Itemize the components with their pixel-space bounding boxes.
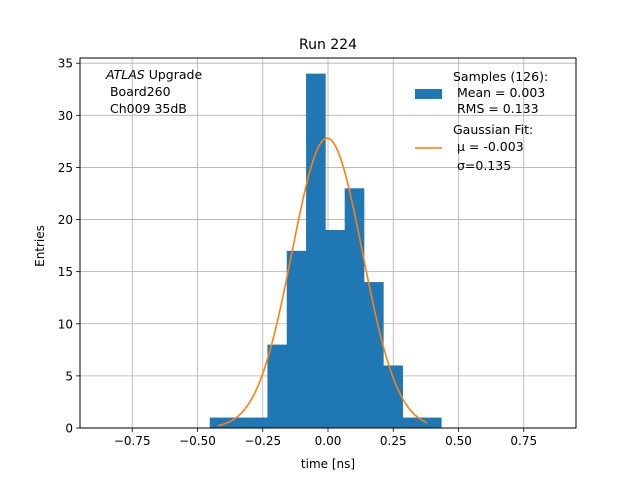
y-tick-label: 20 [58, 213, 73, 227]
y-tick-label: 30 [58, 109, 73, 123]
histogram-bar [209, 417, 230, 428]
histogram-bars [209, 73, 442, 429]
gaussian-fit-curve [218, 137, 428, 427]
histogram-bar [383, 365, 403, 428]
histogram-bar [402, 417, 423, 428]
y-tick-label: 15 [58, 265, 73, 279]
y-tick-label: 5 [65, 369, 73, 383]
x-tick-label: 0.50 [445, 434, 472, 448]
x-tick-label: −0.25 [244, 434, 281, 448]
histogram-bar [267, 344, 288, 428]
atlas-annotation: ATLAS Upgrade Board260 Ch009 35dB [105, 67, 202, 116]
atlas-italic-label: ATLAS [105, 67, 145, 82]
legend-fit-line3: σ=0.135 [453, 158, 511, 173]
y-tick-label: 25 [58, 161, 73, 175]
legend-samples-line2: Mean = 0.003 [453, 85, 545, 100]
legend-patch-samples [415, 89, 442, 99]
histogram-bar [364, 282, 384, 428]
x-axis-label: time [ns] [301, 457, 355, 471]
svg-text:ATLAS Upgrade: ATLAS Upgrade [105, 67, 202, 82]
channel-label: Ch009 35dB [106, 101, 187, 116]
board-label: Board260 [106, 84, 171, 99]
histogram-bar [286, 250, 307, 428]
legend-samples-line1: Samples (126): [453, 69, 548, 84]
y-tick-label: 0 [65, 422, 73, 436]
legend-fit-line1: Gaussian Fit: [453, 122, 533, 137]
histogram-bar [306, 73, 326, 429]
grid-lines [80, 58, 576, 429]
histogram-bar [248, 417, 268, 428]
legend: Samples (126): Mean = 0.003 RMS = 0.133 … [415, 69, 548, 173]
x-tick-label: −0.50 [179, 434, 216, 448]
atlas-upgrade-label: Upgrade [145, 67, 203, 82]
x-tick-label: 0.00 [315, 434, 342, 448]
chart-title: Run 224 [299, 37, 357, 53]
y-axis-label: Entries [33, 225, 47, 267]
y-tick-label: 10 [58, 317, 73, 331]
gaussian-fit [218, 137, 428, 427]
histogram-bar [229, 417, 249, 428]
histogram-bar [325, 229, 346, 428]
x-tick-label: 0.25 [380, 434, 407, 448]
legend-samples-line3: RMS = 0.133 [453, 101, 539, 116]
y-tick-label: 35 [58, 57, 73, 71]
histogram-bar [344, 188, 365, 428]
plot-frame [79, 57, 577, 429]
x-tick-label: 0.75 [510, 434, 537, 448]
x-tick-label: −0.75 [114, 434, 151, 448]
histogram-bar [421, 417, 442, 428]
axis-ticks: −0.75 −0.50 −0.25 0.00 0.25 0.50 0.75 0 5 10 15 20 2… [58, 57, 537, 448]
legend-fit-line2: μ = -0.003 [453, 139, 524, 154]
